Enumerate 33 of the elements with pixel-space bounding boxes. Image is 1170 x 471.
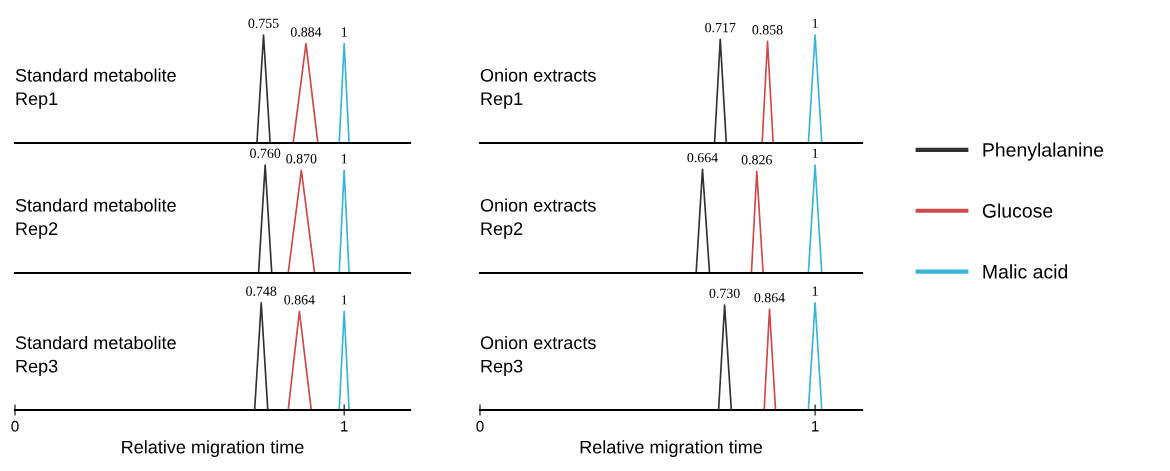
annotation: 1 <box>812 18 818 28</box>
annotation: Onion extracts Rep1 <box>480 68 596 109</box>
x-axis-title: Relative migration time <box>122 440 304 458</box>
legend-label: Glucose <box>982 203 1053 218</box>
x-axis-title: Relative migration time <box>580 440 763 458</box>
annotation: 1 <box>341 27 347 37</box>
x-tick-label: 0 <box>476 420 484 432</box>
x-tick-label: 0 <box>11 420 19 432</box>
annotation: 0.760 <box>250 148 281 159</box>
annotation: Onion extracts Rep2 <box>480 198 596 239</box>
annotation: Onion extracts Rep3 <box>480 335 596 377</box>
annotation: 0.664 <box>687 152 718 163</box>
annotation: 0.858 <box>752 25 783 35</box>
annotation: 1 <box>341 154 347 164</box>
annotation: 0.717 <box>705 22 736 33</box>
annotation: 0.870 <box>286 154 317 164</box>
annotation: 1 <box>341 295 347 305</box>
annotation: 0.730 <box>709 288 740 299</box>
annotation: 0.884 <box>290 27 322 37</box>
annotation: 1 <box>812 148 818 158</box>
legend-label: Malic acid <box>983 264 1068 279</box>
annotation: 0.826 <box>741 155 772 165</box>
x-tick-label: 1 <box>341 420 348 432</box>
annotation: 0.864 <box>754 292 785 303</box>
annotation: Standard metabolite Rep2 <box>15 198 176 239</box>
annotation: 0.755 <box>248 18 279 29</box>
x-tick-label: 1 <box>812 420 819 432</box>
annotation: 0.864 <box>284 295 315 305</box>
annotation: Standard metabolite Rep3 <box>15 335 176 377</box>
annotation: 1 <box>812 286 818 296</box>
legend-label: Phenylalanine <box>983 142 1104 161</box>
annotation: Standard metabolite Rep1 <box>15 68 176 109</box>
annotation: 0.748 <box>246 286 277 296</box>
